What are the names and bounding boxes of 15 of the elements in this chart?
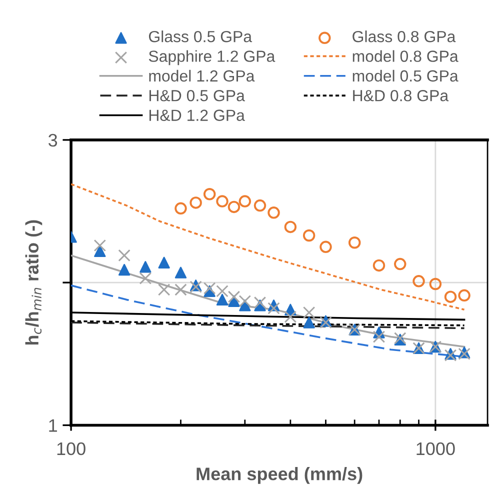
legend-label: H&D 0.8 GPa <box>353 90 449 102</box>
y-axis-title: h$_{c}$/h$_{min}$ ratio (-) <box>25 220 42 345</box>
legend-label: model 0.8 GPa <box>352 50 458 62</box>
x-axis-title: Mean speed (mm/s) <box>196 467 362 484</box>
legend-label: model 0.5 GPa <box>352 70 458 82</box>
legend-label: Glass 0.8 GPa <box>352 30 456 42</box>
legend-label: H&D 0.5 GPa <box>149 90 245 102</box>
legend-label: H&D 1.2 GPa <box>149 110 245 121</box>
x-tick-label: 1000 <box>416 442 455 456</box>
y-tick-label: 1 <box>49 419 57 432</box>
y-tick-label: 3 <box>48 134 58 147</box>
x-tick-label: 100 <box>57 442 86 456</box>
legend-label: Glass 0.5 GPa <box>148 30 252 42</box>
legend-label: Sapphire 1.2 GPa <box>148 50 276 66</box>
legend-label: model 1.2 GPa <box>149 70 255 82</box>
